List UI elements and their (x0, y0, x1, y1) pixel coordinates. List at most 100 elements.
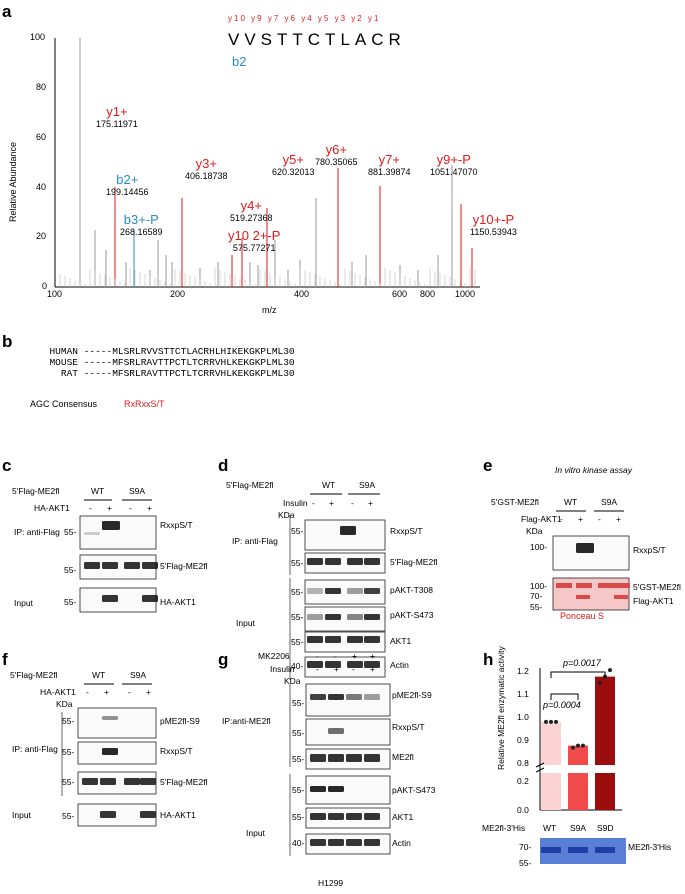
peak-annotation-y10-2: y10 2+-P 575.77271 (228, 228, 281, 253)
e-s9a: S9A (601, 497, 618, 507)
f-sign: + (146, 687, 151, 697)
d-band-actin (325, 661, 341, 668)
d-treat: Insulin (283, 498, 308, 508)
g-band-rxx (328, 728, 344, 734)
c-sign: - (129, 503, 132, 513)
alignment-row-human: HUMAN -----MLSRLRVVSTTCTLACRHLHIKEKGKPLM… (49, 346, 295, 357)
h-mw-70: 70- (519, 842, 532, 852)
peptide-ion-row: y10 y9 y7 y6 y4 y5 y3 y2 y1 (228, 14, 380, 23)
ion-y6: y6 (284, 14, 297, 23)
g-sign1: - (316, 651, 319, 661)
h-bar (568, 745, 588, 765)
h-point (554, 719, 558, 724)
g-sign1: + (370, 651, 375, 661)
d-band-actin (364, 661, 380, 668)
b2-marker: b2 (232, 54, 247, 69)
c-band-flag (102, 562, 118, 569)
f-mw: 55- (62, 716, 75, 726)
g-band-akt (310, 813, 326, 820)
c-sign: + (107, 503, 112, 513)
d-wt: WT (322, 480, 336, 490)
alignment-row-rat: RAT -----MFSRLRAVTTPCTLTCRRVHLKEKGKPLML3… (60, 368, 295, 379)
g-band-actin (310, 839, 326, 846)
g-treat1: MK2206 (258, 651, 290, 661)
g-band-label: pAKT-S473 (392, 785, 436, 795)
f-band-flag (82, 778, 98, 785)
c-construct: 5'Flag-ME2fl (12, 486, 60, 496)
ion-y1: y1 (367, 14, 381, 23)
g-sign2: - (352, 664, 355, 674)
c-band-label-3: HA-AKT1 (160, 597, 196, 607)
consensus-label: AGC Consensus (30, 399, 98, 409)
e-band-gst (598, 583, 614, 588)
c-wt: WT (91, 486, 105, 496)
h-ytick-0.2: 0.2 (517, 776, 529, 786)
d-construct: 5'Flag-ME2fl (226, 480, 274, 490)
d-band-akt (364, 636, 380, 643)
h-point (549, 719, 553, 724)
h-cat-s9a: S9A (570, 823, 587, 833)
d-band-s473 (347, 614, 363, 620)
h-chart (535, 668, 626, 864)
d-band-akt (307, 636, 323, 643)
d-sign: - (351, 498, 354, 508)
h-ytick-1.2: 1.2 (517, 666, 529, 676)
d-band-flag (347, 558, 363, 565)
f-sign: - (128, 687, 131, 697)
f-mw: 55- (62, 811, 75, 821)
h-mw-55: 55- (519, 858, 532, 868)
xtick-200: 200 (170, 289, 186, 299)
g-band-label: Actin (392, 838, 411, 848)
f-ip: IP: anti-Flag (12, 744, 58, 754)
g-band-s9 (346, 694, 362, 700)
g-band-actin (346, 839, 362, 846)
e-kda: KDa (526, 526, 543, 536)
g-cell-line: H1299 (318, 878, 344, 888)
d-input: Input (236, 618, 255, 628)
panel-c-label: c (2, 456, 12, 475)
d-mw: 55- (291, 587, 304, 597)
d-band-label: pAKT-T308 (390, 585, 433, 595)
d-sign: + (329, 498, 334, 508)
panel-g-label: g (218, 650, 229, 669)
f-mw: 55- (62, 747, 75, 757)
d-band-rxx (340, 526, 356, 535)
e-sign: - (560, 514, 563, 524)
peak-annotation-y9: y9+-P 1051.47070 (430, 152, 478, 177)
d-band-label: Actin (390, 660, 409, 670)
f-band-label: RxxpS/T (160, 746, 193, 756)
e-construct: 5'GST-ME2fl (491, 497, 539, 507)
h-cat-wt: WT (543, 823, 557, 833)
f-input: Input (12, 810, 31, 820)
h-point (598, 681, 602, 686)
f-band-flag (124, 778, 140, 785)
e-band-label-2: 5'GST-ME2fl (633, 582, 681, 592)
d-gel-1 (304, 552, 386, 574)
c-s9a: S9A (129, 486, 146, 496)
spectrum-plot (54, 38, 480, 288)
f-gel-1 (77, 707, 157, 739)
f-s9a: S9A (130, 670, 147, 680)
ion-y5: y5 (317, 14, 331, 23)
h-point (544, 719, 548, 724)
d-mw: 55- (291, 526, 304, 536)
h-band-label: ME2fl-3'His (628, 842, 672, 852)
g-band-label: RxxpS/T (392, 722, 425, 732)
h-sig-bracket-1 (550, 693, 579, 700)
h-ylabel: Relative ME2fl enzymatic activity (496, 646, 506, 770)
h-ytick-1.0: 1.0 (517, 712, 529, 722)
d-mw: 55- (291, 558, 304, 568)
d-band-flag (307, 558, 323, 565)
e-mw: 100- (530, 542, 548, 552)
g-band-s9 (364, 694, 380, 700)
g-band-label: pME2fl-S9 (392, 690, 432, 700)
d-band-t308 (325, 588, 341, 594)
h-coomassie-band (568, 847, 588, 853)
panel-e-label: e (483, 456, 493, 475)
c-band-flag (124, 562, 140, 569)
e-band-rxx (576, 543, 594, 553)
e-band-gst (556, 583, 572, 588)
consensus-motif: RxRxxS/T (124, 399, 165, 409)
peak-annotation-y7: y7+ 881.39874 (368, 152, 411, 177)
